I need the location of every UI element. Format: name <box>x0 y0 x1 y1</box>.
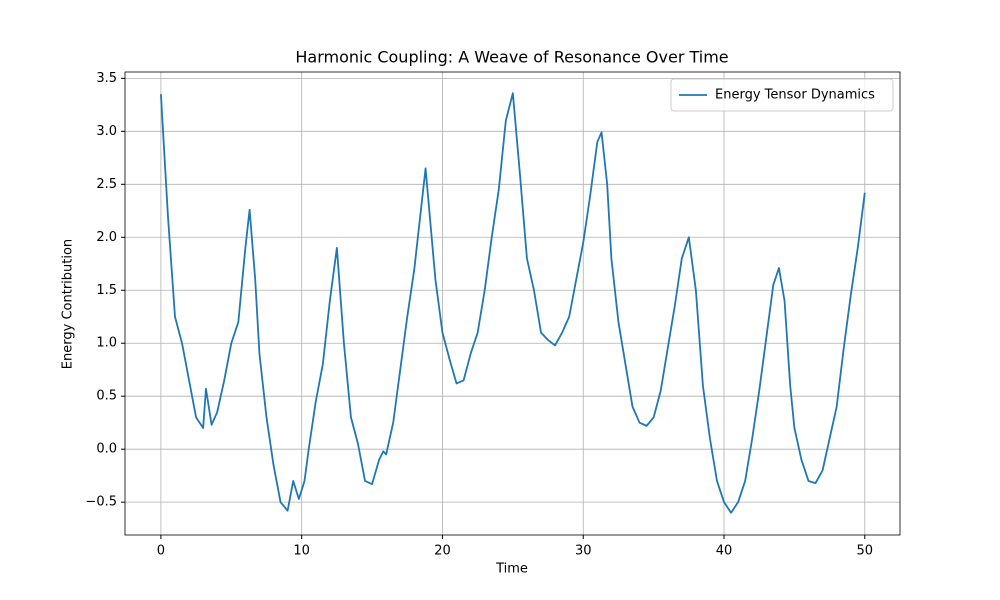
y-tick-label: −0.5 <box>85 495 117 510</box>
x-tick-label: 10 <box>293 544 310 559</box>
y-tick-label: 1.0 <box>96 336 117 351</box>
x-tick-label: 30 <box>575 544 592 559</box>
legend-box <box>670 78 894 112</box>
x-tick-label: 20 <box>434 544 451 559</box>
x-tick-label: 40 <box>716 544 733 559</box>
x-axis-label: Time <box>495 562 528 577</box>
y-tick-label: 3.5 <box>96 71 117 86</box>
chart-title: Harmonic Coupling: A Weave of Resonance … <box>295 48 728 67</box>
y-tick-label: 3.0 <box>96 124 117 139</box>
y-tick-label: 0.5 <box>96 389 117 404</box>
y-tick-label: 0.0 <box>96 442 117 457</box>
y-tick-label: 2.0 <box>96 230 117 245</box>
legend-label: Energy Tensor Dynamics <box>715 88 875 103</box>
x-tick-label: 0 <box>157 544 165 559</box>
y-axis-label: Energy Contribution <box>61 239 76 369</box>
data-line <box>160 92 866 514</box>
y-tick-label: 2.5 <box>96 177 117 192</box>
x-tick-label: 50 <box>857 544 874 559</box>
plot-frame <box>124 71 901 536</box>
y-tick-label: 1.5 <box>96 283 117 298</box>
